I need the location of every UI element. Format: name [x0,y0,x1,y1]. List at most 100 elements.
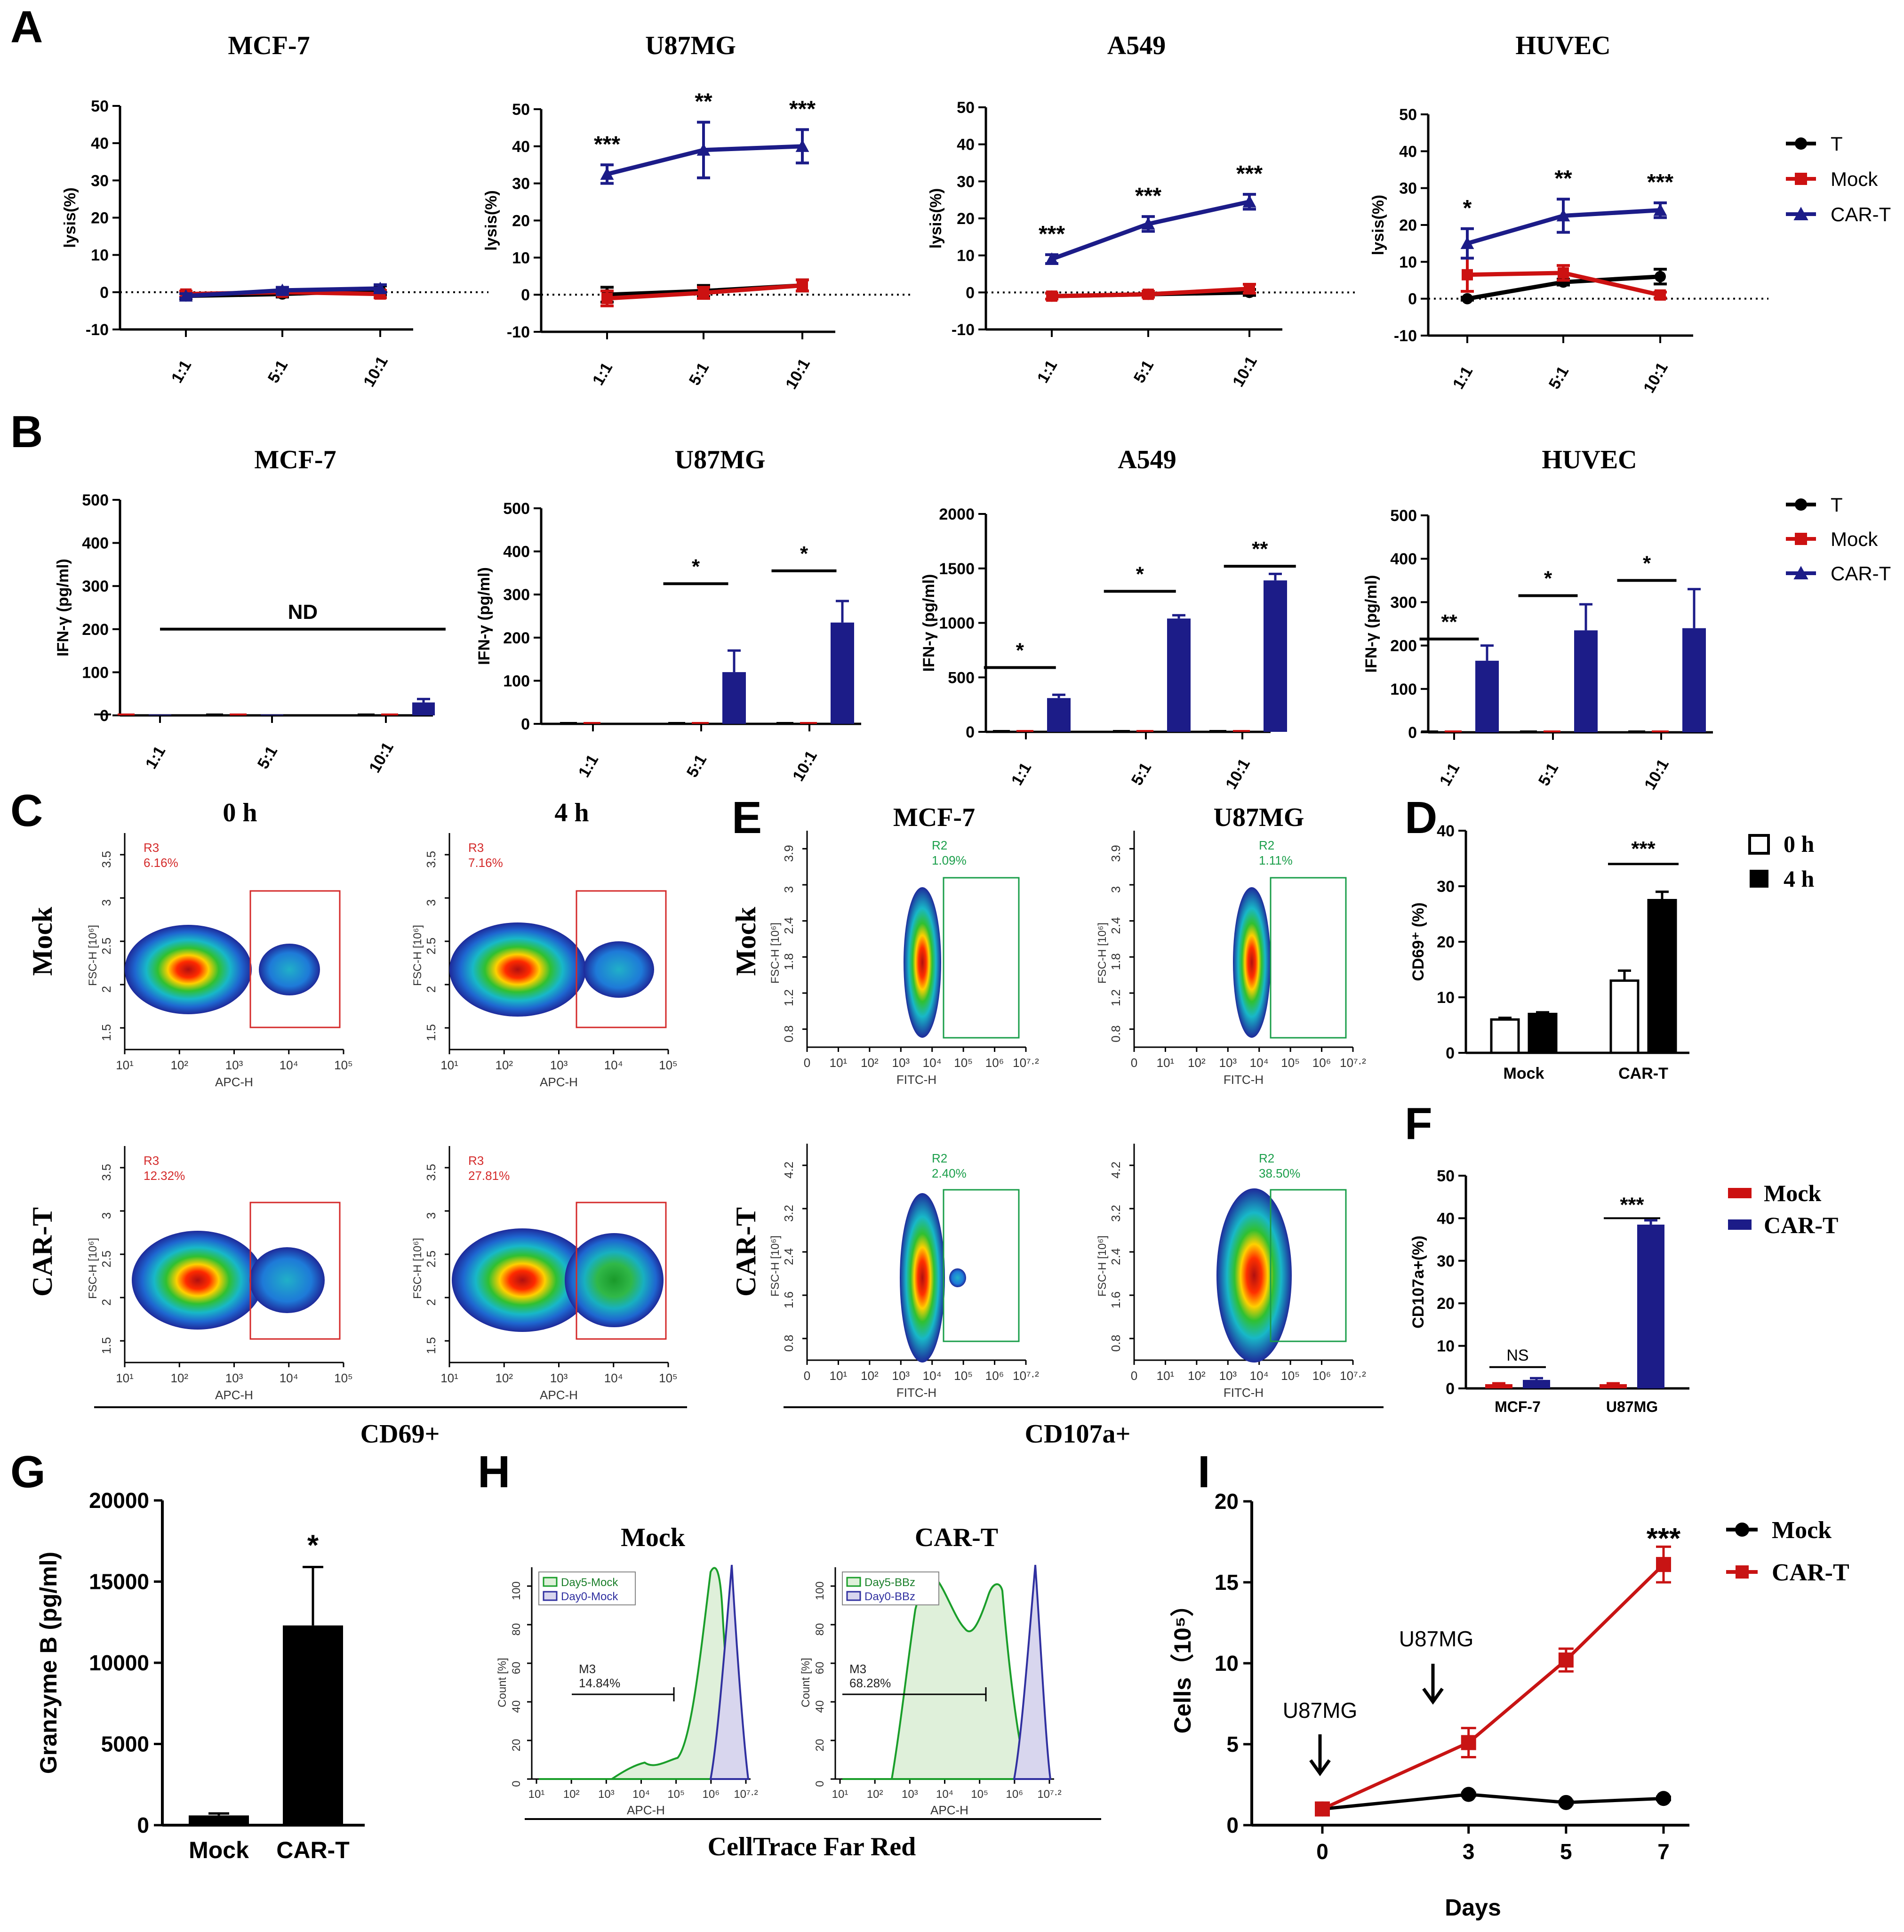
y-tick-label: 200 [1390,637,1417,655]
gate-box [576,1202,667,1340]
x-tick-label: 10⁶ [985,1369,1004,1383]
data-point [795,139,809,152]
gate-label: R3 [144,841,159,855]
bar-CAR-T [261,714,283,715]
x-tick-label: 10⁷·² [1013,1369,1039,1383]
data-point [600,167,614,180]
density-blob [949,1268,966,1287]
bar-Mock [1233,730,1250,732]
x-tick-label: 10⁴ [1250,1056,1269,1070]
bar-Mock [1544,730,1560,732]
cd107a-flow-plot-3: 0.8 1.6 2.4 3.2 4.2 0 10¹ 10² 10³ 10⁴ 10⁵ 10⁶ 10⁷·² F… [1096,1144,1366,1400]
legend-label-day0: Day0-Mock [561,1590,618,1603]
y-tick-label: 40 [91,135,109,152]
x-tick-label: 10² [1188,1056,1206,1070]
x-tick-label: 10³ [1219,1056,1237,1070]
data-point [373,281,387,294]
bar-4 h [1647,899,1677,1054]
y-tick-label: 20 [510,1739,523,1752]
series-Mock [1045,283,1256,302]
x-tick-label: 10⁵ [659,1058,678,1072]
y-axis-label: IFN-γ (pg/ml) [54,559,72,657]
gate-label: R3 [468,1154,484,1168]
panel-a-lysis-charts: MCF-7 -10 0 10 20 30 40 50 lysis(%) 1:1 5:1 10:1 U87… [61,31,1768,396]
cd69-flow-plot-0: 1.5 2 2.5 3 3.5 10¹ 10² 10³ 10⁴ 10⁵ FSC-H [10⁶] APC… [87,833,353,1089]
legend-label-T: T [1831,494,1843,516]
legend-marker-CAR-T [1793,207,1808,220]
significance-label: *** [1631,837,1656,860]
y-tick-label: 20 [1437,1295,1455,1313]
x-tick-label: 1:1 [1008,760,1035,789]
legend-label-car-t: CAR-T [1772,1559,1849,1586]
cd69-flow-plot-1: 1.5 2 2.5 3 3.5 10¹ 10² 10³ 10⁴ 10⁵ FSC-H [10⁶] APC… [411,833,678,1089]
y-tick-label: 100 [503,672,530,690]
density-blob [1216,1188,1292,1363]
annotation-u87mg-day0: U87MG [1283,1698,1357,1723]
x-tick-label: 10⁵ [1281,1369,1300,1383]
bar-CAR-T [1574,630,1598,732]
x-tick-label: 10⁵ [667,1788,685,1801]
significance-label: ** [1554,166,1572,191]
y-tick-label: 1.5 [424,1337,438,1354]
y-tick-label: 40 [512,138,530,156]
bar-CAR-T [1682,628,1706,732]
y-tick-label: 2 [424,986,438,993]
bar-CAR-T [1264,580,1287,732]
x-tick-label: 10⁶ [1312,1056,1331,1070]
legend-swatch-day0 [543,1591,558,1601]
y-axis-label: FSC-H [10⁶] [411,925,424,986]
y-tick-label: 100 [1390,681,1417,698]
y-tick-label: 3.5 [424,1164,438,1181]
x-tick-label: 3 [1463,1839,1475,1864]
y-tick-label: 60 [510,1662,523,1675]
x-tick-label: 10² [170,1058,188,1072]
series-CAR-T [600,120,809,185]
y-tick-label: 2.5 [99,1251,113,1267]
legend-label-Mock: Mock [1831,168,1878,190]
chart-title: HUVEC [1542,445,1637,474]
bar-Mock [189,1815,249,1825]
significance-label: *** [1647,1523,1681,1555]
x-tick-label: 10:1 [1222,756,1254,793]
x-tick-label: 10⁷·² [734,1788,758,1801]
y-tick-label: 2.5 [424,938,438,954]
x-tick-label: 10⁴ [923,1056,942,1070]
chart-title: MCF-7 [254,445,336,474]
y-tick-label: 50 [1399,106,1417,124]
x-tick-label: 10:1 [360,353,392,390]
x-tick-label: 10⁴ [923,1369,942,1383]
x-tick-label: 10⁴ [1250,1369,1269,1383]
density-blob [904,887,941,1038]
data-point [1462,269,1473,281]
y-tick-label: 3 [782,886,796,893]
bar-Mock [692,722,709,724]
legend-label-day5: Day5-Mock [561,1576,618,1589]
panel-letter-A: A [10,2,43,52]
y-tick-label: 20000 [89,1488,149,1513]
y-tick-label: 3 [1109,886,1123,893]
data-point [696,143,711,156]
significance-label: * [1544,567,1552,590]
bar-T [776,722,793,724]
y-tick-label: 1.5 [424,1024,438,1041]
bar-T [1520,730,1537,732]
y-tick-label: 2.4 [1109,917,1123,934]
y-tick-label: 0 [1446,1044,1455,1062]
significance-label: *** [1647,170,1673,195]
y-axis-label: CD69⁺ (%) [1409,902,1427,981]
x-tick-label: 10³ [550,1058,568,1072]
panel-b-legend: T Mock CAR-T [1786,494,1891,585]
y-tick-label: 100 [510,1581,523,1600]
significance-label: ND [288,601,318,624]
x-tick-label: 5:1 [1535,760,1562,789]
panel-letter-H: H [478,1447,510,1497]
x-tick-label: 10⁷·² [1340,1369,1366,1383]
y-axis-label: FSC-H [10⁶] [411,1238,424,1299]
x-tick-label: 10³ [892,1369,910,1383]
x-axis-label: APC-H [627,1803,665,1817]
x-tick-label: 10² [563,1788,580,1801]
x-tick-label: 10⁴ [632,1788,650,1801]
y-axis-label: FSC-H [10⁶] [1096,922,1109,984]
data-point [1653,203,1667,216]
